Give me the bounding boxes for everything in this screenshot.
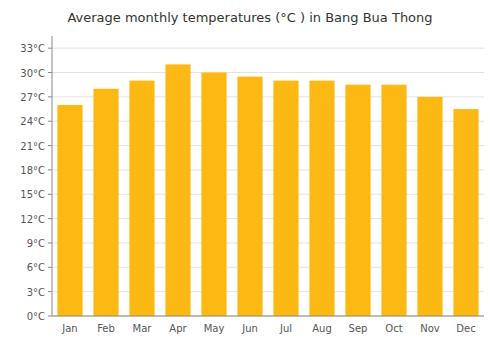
y-tick	[48, 242, 52, 243]
grid	[52, 48, 484, 316]
x-tick-label: Jun	[241, 323, 258, 334]
bar	[345, 85, 370, 316]
bars	[57, 64, 478, 316]
bar	[237, 77, 262, 316]
y-tick	[48, 96, 52, 97]
y-tick-label: 15°C	[20, 189, 45, 200]
y-tick-label: 21°C	[20, 141, 45, 152]
x-axis: Jan Feb Mar Apr May Jun Jul Aug Sep Oct Nov Dec	[52, 316, 484, 334]
y-tick	[48, 169, 52, 170]
y-tick	[48, 291, 52, 292]
x-tick-label: Dec	[456, 323, 475, 334]
x-axis-line	[52, 316, 484, 317]
y-tick-label: 18°C	[20, 165, 45, 176]
x-tick-label: Jul	[279, 323, 292, 334]
bar	[129, 81, 154, 316]
chart-container: Average monthly temperatures (°C ) in Ba…	[0, 0, 500, 350]
y-tick	[48, 194, 52, 195]
y-tick-label: 9°C	[27, 238, 45, 249]
x-tick-label: May	[204, 323, 225, 334]
x-tick-label: Jan	[61, 323, 77, 334]
y-tick-label: 27°C	[20, 92, 45, 103]
y-tick-label: 6°C	[27, 262, 45, 273]
y-axis: 0°C 3°C 6°C 9°C 12°C 15°C 18°C 21°C 24°C 27°C 30°C…	[20, 36, 52, 322]
bar	[165, 64, 190, 316]
y-tick	[48, 145, 52, 146]
x-tick-label: Feb	[97, 323, 115, 334]
y-tick	[48, 72, 52, 73]
bar	[57, 105, 82, 316]
x-tick-label: Aug	[312, 323, 332, 334]
grid-line	[52, 72, 484, 73]
chart-title: Average monthly temperatures (°C ) in Ba…	[67, 10, 432, 25]
bar	[381, 85, 406, 316]
y-tick-label: 3°C	[27, 287, 45, 298]
bar	[309, 81, 334, 316]
y-tick-label: 33°C	[20, 43, 45, 54]
y-tick-label: 0°C	[27, 311, 45, 322]
x-tick-label: Oct	[385, 323, 402, 334]
bar	[453, 109, 478, 316]
y-tick	[48, 218, 52, 219]
x-tick-label: Apr	[169, 323, 187, 334]
y-tick	[48, 316, 52, 317]
x-tick-label: Sep	[349, 323, 368, 334]
x-tick-label: Mar	[133, 323, 153, 334]
bar	[417, 97, 442, 316]
y-tick	[48, 121, 52, 122]
y-tick-label: 24°C	[20, 116, 45, 127]
y-tick	[48, 267, 52, 268]
y-axis-line	[52, 36, 53, 316]
grid-line	[52, 316, 484, 317]
y-tick-label: 12°C	[20, 214, 45, 225]
bar	[201, 73, 226, 316]
bar	[93, 89, 118, 316]
y-tick-label: 30°C	[20, 68, 45, 79]
bar	[273, 81, 298, 316]
x-tick-label: Nov	[420, 323, 440, 334]
grid-line	[52, 48, 484, 49]
chart-svg: Average monthly temperatures (°C ) in Ba…	[0, 0, 500, 350]
y-tick	[48, 48, 52, 49]
